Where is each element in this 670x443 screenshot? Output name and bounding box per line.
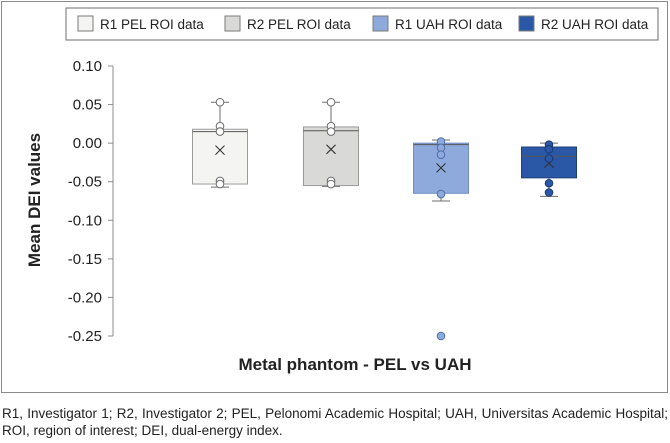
- data-point: [544, 188, 554, 197]
- legend-label: R1 UAH ROI data: [395, 17, 503, 32]
- box-series-3: [413, 137, 469, 341]
- mean-marker: [436, 162, 446, 173]
- legend-swatch: [518, 15, 535, 32]
- data-point: [326, 179, 336, 189]
- data-point: [544, 145, 554, 154]
- y-tick-label: -0.10: [68, 212, 102, 229]
- y-tick-label: -0.05: [68, 174, 102, 191]
- y-tick-label: 0.05: [73, 97, 102, 114]
- y-tick-label: -0.25: [68, 328, 102, 345]
- box-series-1: [192, 97, 248, 189]
- y-axis: 0.10 0.05 0.00 -0.05 -0.10 -0.15 -0.20 -0.25: [68, 58, 114, 345]
- mean-marker: [215, 145, 225, 155]
- mean-marker: [326, 144, 336, 155]
- data-point: [544, 154, 554, 163]
- legend-box: [65, 7, 659, 41]
- data-point: [436, 189, 446, 199]
- data-point: [215, 179, 225, 189]
- outlier-point: [436, 331, 446, 341]
- figure-caption: R1, Investigator 1; R2, Investigator 2; …: [2, 406, 668, 438]
- box-series-4: [521, 140, 577, 197]
- y-tick-label: 0.10: [73, 58, 102, 75]
- y-tick-label: -0.15: [68, 251, 102, 268]
- legend-label: R2 UAH ROI data: [541, 17, 649, 32]
- y-tick-label: -0.20: [68, 289, 102, 306]
- legend-swatch: [372, 15, 389, 32]
- legend-label: R2 PEL ROI data: [247, 17, 351, 32]
- data-point: [215, 127, 225, 136]
- y-tick-label: 0.00: [73, 135, 102, 152]
- x-axis-title: Metal phantom - PEL vs UAH: [239, 355, 472, 374]
- box-series-2: [303, 97, 359, 189]
- data-point: [326, 127, 336, 136]
- legend-swatch: [77, 15, 94, 32]
- legend-label: R1 PEL ROI data: [100, 17, 204, 32]
- data-point: [544, 178, 554, 188]
- box-plot-chart: R1 PEL ROI data R2 PEL ROI data R1 UAH ROI…: [25, 7, 659, 374]
- data-point: [215, 97, 225, 107]
- y-axis-title: Mean DEI values: [25, 133, 44, 267]
- plot-area: [192, 97, 577, 341]
- legend: R1 PEL ROI data R2 PEL ROI data R1 UAH ROI…: [65, 7, 659, 41]
- data-point: [436, 150, 446, 160]
- legend-swatch: [224, 15, 241, 32]
- data-point: [326, 97, 336, 107]
- box-iqr: [192, 128, 248, 185]
